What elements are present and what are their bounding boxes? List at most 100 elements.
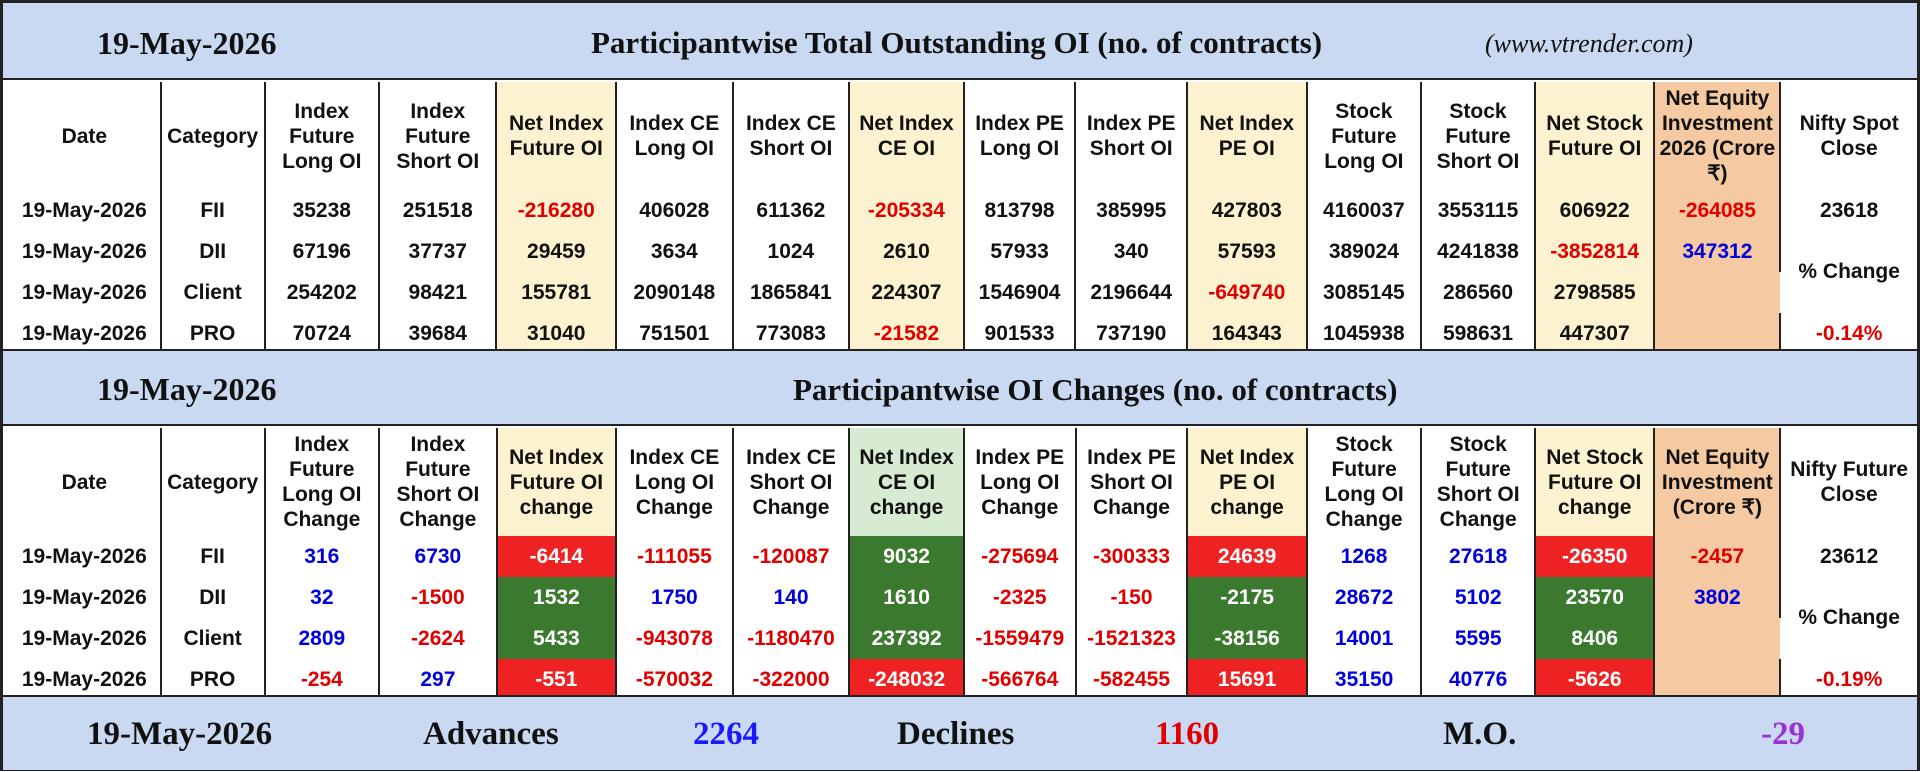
nifty-spot-value: 23618 [1819,198,1879,222]
header-cell: Net Equity Investment 2026 (Crore ₹) [1654,82,1782,190]
table-cell: -1500 [379,577,498,618]
table-cell: -26350 [1534,536,1656,577]
site-link[interactable]: (www.vtrender.com) [1485,29,1693,58]
table-header-row: Date Category Index Future Long OI Index… [9,82,1917,190]
table-cell: 254202 [264,272,381,313]
category-cell: PRO [160,313,266,354]
table-cell: 598631 [1421,313,1536,354]
equity-cell [1654,313,1782,354]
mo-label: M.O. [1443,716,1517,752]
table-cell: 427803 [1187,190,1308,231]
table-cell: 32 [264,577,381,618]
table-cell: -38156 [1187,618,1308,659]
change-label: % Change [1798,606,1900,629]
table-cell: -248032 [849,659,965,700]
table-cell: 98421 [379,272,498,313]
header-cell: Net Index Future OI [496,82,617,190]
table-cell: 385995 [1075,190,1189,231]
declines-label: Declines [897,716,1015,752]
header-cell: Index PE Short OI Change [1075,428,1189,536]
header-cell: Index CE Long OI [615,82,734,190]
table-row: 19-May-2026 PRO 70724 39684 31040 751501… [9,313,1917,354]
table-cell: 40776 [1421,659,1536,700]
table-cell: 901533 [963,313,1077,354]
date-cell: 19-May-2026 [9,231,162,272]
header-cell: Index Future Long OI Change [264,428,381,536]
header-cell: Index CE Long OI Change [616,428,734,536]
date-cell: 19-May-2026 [9,272,162,313]
table-cell: -3852814 [1534,231,1656,272]
nifty-future-value: 23612 [1819,544,1879,568]
change-value: -0.14% [1815,321,1883,345]
table-cell: 70724 [264,313,381,354]
table-cell: 164343 [1187,313,1308,354]
table-cell: 297 [379,659,498,700]
table-cell: 611362 [732,190,851,231]
table-cell: 737190 [1075,313,1189,354]
table-cell: -566764 [963,659,1077,700]
header-cell: Net Index CE OI change [849,428,965,536]
table-cell: 155781 [496,272,617,313]
date-cell: 19-May-2026 [9,618,162,659]
table-cell: -2175 [1187,577,1308,618]
date-cell: 19-May-2026 [9,536,162,577]
table-row: 19-May-2026 DII 67196 37737 29459 3634 1… [9,231,1917,283]
table-cell: 3553115 [1421,190,1536,231]
table-cell: 1750 [616,577,734,618]
header-cell: Date [9,428,162,536]
table-cell: 5433 [496,618,618,659]
change-label: % Change [1798,260,1900,283]
table-cell: -1559479 [963,618,1077,659]
table-cell: 37737 [379,231,498,272]
table-cell: 9032 [849,536,965,577]
header-cell: Net Index CE OI [849,82,965,190]
table-cell: 4160037 [1306,190,1423,231]
table-row: 19-May-2026 Client 254202 98421 155781 2… [9,272,1917,313]
section1-date: 19-May-2026 [97,25,277,61]
table-cell: 1532 [496,577,618,618]
section2-title: Participantwise OI Changes (no. of contr… [793,372,1398,407]
header-cell: Index Future Long OI [264,82,381,190]
table-cell: 316 [264,536,381,577]
table-row: 19-May-2026 Client 2809 -2624 5433 -9430… [9,618,1917,659]
header-cell: Stock Future Short OI Change [1421,428,1536,536]
table-cell: -322000 [732,659,851,700]
equity-cell: -2457 [1654,536,1782,577]
table-cell: 8406 [1534,618,1656,659]
header-cell: Index CE Short OI Change [732,428,851,536]
market-breadth-footer: 19-May-2026 Advances 2264 Declines 1160 … [3,695,1917,770]
table-cell: 28672 [1306,577,1423,618]
category-cell: FII [160,536,266,577]
header-cell: Index CE Short OI [732,82,851,190]
header-cell: Index Future Short OI Change [379,428,498,536]
table-cell: 24639 [1187,536,1308,577]
table-cell: 224307 [849,272,965,313]
table-cell: -21582 [849,313,965,354]
table-cell: -150 [1075,577,1189,618]
table-cell: -1521323 [1075,618,1189,659]
header-cell: Index PE Long OI Change [963,428,1077,536]
header-cell: Net Stock Future OI change [1534,428,1656,536]
equity-cell [1654,618,1781,659]
table-cell: -943078 [616,618,734,659]
header-cell: Index Future Short OI [379,82,498,190]
table-cell: -275694 [963,536,1077,577]
header-cell: Stock Future Long OI Change [1306,428,1423,536]
category-cell: Client [160,618,266,659]
header-cell: Net Index PE OI [1187,82,1308,190]
table-cell: 1045938 [1306,313,1423,354]
table-cell: 67196 [264,231,381,272]
table-cell: 3085145 [1306,272,1423,313]
advances-value: 2264 [693,716,759,752]
table-cell: -2325 [963,577,1077,618]
table-cell: 23570 [1534,577,1656,618]
header-cell: Nifty Spot Close [1799,112,1899,160]
table-cell: 2809 [264,618,381,659]
header-cell: Index PE Short OI [1075,82,1189,190]
header-cell: Net Index PE OI change [1187,428,1308,536]
table-cell: 29459 [496,231,617,272]
table-cell: 14001 [1306,618,1423,659]
header-cell: Net Stock Future OI [1534,82,1656,190]
table-cell: 39684 [379,313,498,354]
table-cell: 2798585 [1534,272,1656,313]
